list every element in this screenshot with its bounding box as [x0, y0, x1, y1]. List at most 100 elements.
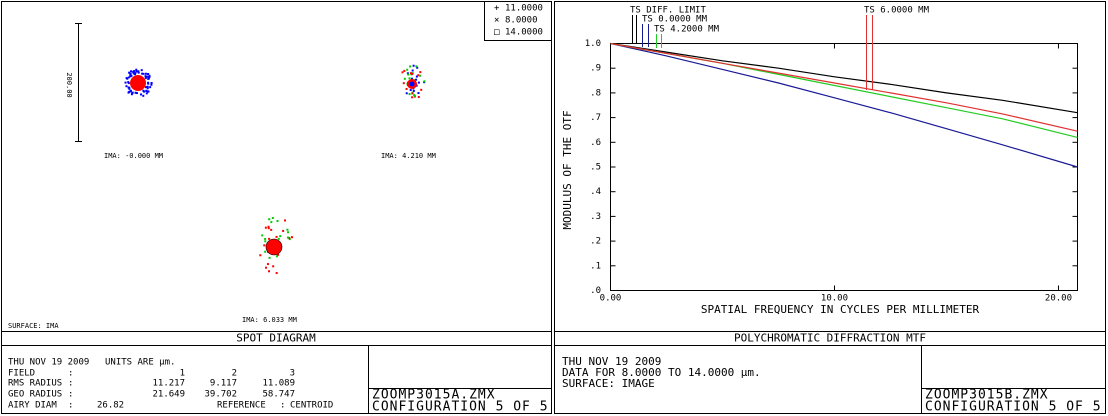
field-label: IMA: -0.000 MM [104, 152, 163, 160]
plot-frame [610, 43, 1078, 291]
spot-point [275, 255, 278, 258]
spot-point [142, 72, 145, 75]
mtf-curve [610, 42, 1078, 132]
spot-point [265, 266, 268, 269]
mtf-curve [610, 42, 1078, 168]
info-value: 26.82 [97, 401, 124, 411]
spot-point [412, 89, 415, 92]
info-value: 21.649 [152, 390, 185, 400]
spot-point [128, 86, 131, 89]
spot-point [413, 94, 416, 97]
spot-point [418, 74, 421, 77]
config-label: CONFIGURATION 5 OF 5 [925, 400, 1102, 415]
spot-point [286, 228, 289, 231]
spot-point [148, 76, 151, 79]
spot-point [411, 92, 414, 95]
x-tick-label: 10.00 [821, 294, 848, 304]
panel-title: POLYCHROMATIC DIFFRACTION MTF [734, 332, 926, 345]
info-units: UNITS ARE µm. [105, 358, 175, 368]
spot-point [403, 69, 406, 72]
spot-point [403, 77, 406, 80]
spot-point [277, 253, 280, 256]
legend-label: 14.0000 [505, 28, 543, 38]
spot-point [405, 87, 408, 90]
x-tick-label: 20.00 [1045, 294, 1072, 304]
y-tick-label: 1.0 [585, 39, 601, 49]
spot-point [409, 72, 412, 75]
spot-point [128, 71, 131, 74]
spot-core [409, 81, 415, 87]
spot-point [291, 236, 294, 239]
spot-point [286, 236, 289, 239]
spot-point [417, 74, 420, 77]
y-tick-label: .5 [590, 163, 601, 173]
spot-point [146, 75, 149, 78]
info-label: REFERENCE [217, 401, 266, 411]
info-value: 2 [232, 369, 237, 379]
spot-point [411, 72, 414, 75]
spot-point [409, 89, 412, 92]
spot-point [264, 226, 267, 229]
spot-point [261, 234, 264, 237]
spot-point [406, 72, 409, 75]
mtf-curve [610, 42, 1078, 138]
y-tick-label: .3 [590, 212, 601, 222]
spot-point [133, 72, 136, 75]
spot-point [288, 237, 291, 240]
y-tick-label: .6 [590, 138, 601, 148]
info-label: AIRY DIAM [8, 401, 57, 411]
spot-point [144, 76, 147, 79]
spot-point [401, 71, 404, 74]
info-value: 11.217 [152, 379, 185, 389]
legend-box [484, 1, 552, 41]
info-separator: : [280, 401, 285, 411]
spot-point [420, 88, 423, 91]
info-label: GEO RADIUS [8, 390, 62, 400]
spot-point [405, 92, 408, 95]
info-value: CENTROID [290, 401, 333, 411]
scale-label: 200.00 [65, 72, 73, 97]
spot-point [412, 64, 415, 67]
spot-point [264, 240, 267, 243]
spot-point [416, 66, 419, 69]
spot-point [147, 90, 150, 93]
spot-point [267, 225, 270, 228]
field-label: IMA: 6.033 MM [242, 316, 297, 324]
spot-point [415, 65, 418, 68]
field-label: IMA: 4.210 MM [381, 152, 436, 160]
spot-point [130, 70, 133, 73]
y-tick-label: .7 [590, 113, 601, 123]
spot-panel [1, 1, 552, 414]
spot-point [284, 219, 287, 222]
spot-point [137, 71, 140, 74]
spot-point [128, 87, 131, 90]
info-separator: : [68, 390, 73, 400]
info-value: 39.702 [204, 390, 237, 400]
y-tick-label: .9 [590, 64, 601, 74]
spot-point [127, 82, 130, 85]
info-surface: SURFACE: IMAGE [562, 377, 655, 390]
spot-point [137, 70, 140, 73]
curve-label: TS 6.0000 MM [864, 6, 930, 16]
spot-point [406, 68, 409, 71]
info-value: 58.747 [262, 390, 295, 400]
spot-point [147, 82, 150, 85]
spot-point [144, 75, 147, 78]
info-separator: : [68, 401, 73, 411]
spot-point [136, 70, 139, 73]
info-separator: : [68, 379, 73, 389]
file-name: ZOOMP3015A.ZMX [372, 388, 496, 403]
spot-point [264, 250, 267, 253]
spot-point [134, 72, 137, 75]
spot-point [276, 220, 279, 223]
spot-point [124, 81, 127, 84]
info-date: THU NOV 19 2009 [8, 358, 89, 368]
legend-label: 8.0000 [505, 16, 538, 26]
spot-point [268, 256, 271, 259]
mtf-curve [610, 42, 1078, 114]
spot-point [417, 92, 420, 95]
info-label: FIELD [8, 369, 35, 379]
legend-symbol: × [494, 16, 499, 26]
spot-point [415, 78, 418, 81]
